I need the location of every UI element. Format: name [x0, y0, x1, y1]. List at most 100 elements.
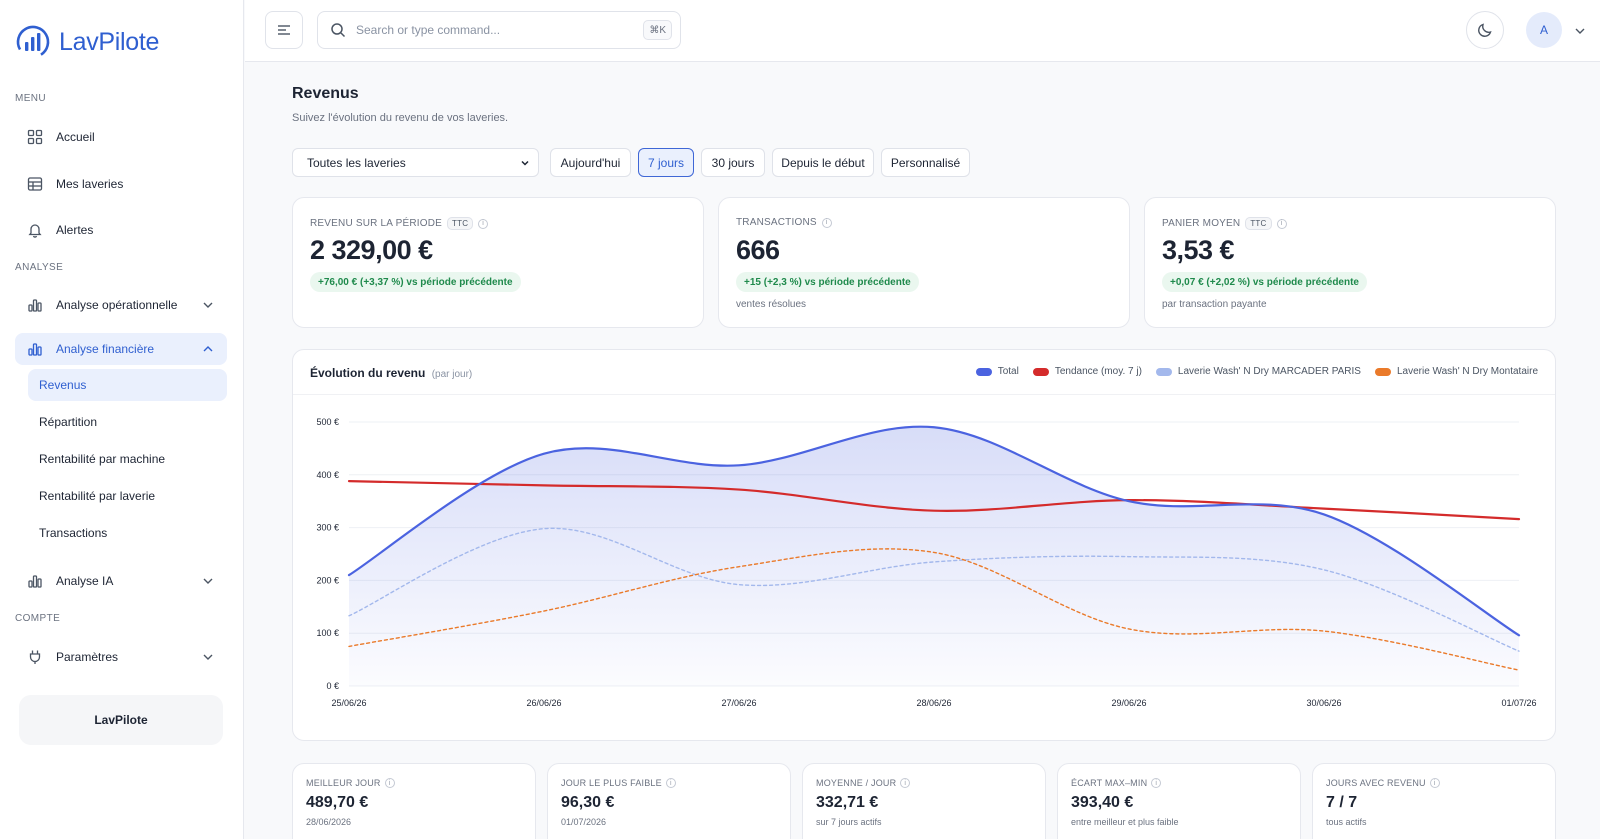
chevron-up-icon [203, 346, 213, 352]
info-icon[interactable]: i [1276, 218, 1287, 229]
table-icon [26, 175, 44, 193]
x-tick-label: 29/06/26 [1111, 698, 1146, 708]
sidebar-item-alertes[interactable]: Alertes [15, 214, 227, 246]
kpi-label-text: PANIER MOYEN [1162, 218, 1241, 229]
section-label-analyse: ANALYSE [15, 262, 64, 273]
info-icon[interactable]: i [1151, 778, 1162, 788]
legend-label: Total [997, 366, 1019, 377]
y-tick-label: 300 € [316, 523, 339, 533]
stat-card-best-day: MEILLEUR JOUR i 489,70 € 28/06/2026 [292, 763, 536, 839]
x-tick-label: 28/06/26 [916, 698, 951, 708]
chart-divider [293, 394, 1555, 395]
chevron-down-icon [203, 654, 213, 660]
sidebar-item-mes-laveries[interactable]: Mes laveries [15, 168, 227, 200]
revenue-chart-card: Évolution du revenu (par jour) Total Ten… [292, 349, 1556, 741]
info-icon[interactable]: i [1429, 778, 1440, 788]
stat-value: 393,40 € [1071, 794, 1134, 811]
info-icon[interactable]: i [665, 778, 676, 788]
legend-item-marcader[interactable]: Laverie Wash' N Dry MARCADER PARIS [1155, 366, 1361, 377]
sidebar-item-analyse-ia[interactable]: Analyse IA [15, 565, 227, 597]
search-input[interactable] [356, 23, 626, 37]
info-icon[interactable]: i [384, 778, 395, 788]
sidebar-subitem-transactions[interactable]: Transactions [39, 526, 108, 540]
kpi-label: REVENU SUR LA PÉRIODE TTC i [310, 217, 489, 230]
search-bar[interactable]: ⌘K [317, 11, 681, 49]
period-today-button[interactable]: Aujourd'hui [550, 148, 631, 177]
theme-toggle-button[interactable] [1466, 11, 1504, 49]
stat-value: 489,70 € [306, 794, 369, 811]
x-tick-label: 27/06/26 [721, 698, 756, 708]
period-7days-button[interactable]: 7 jours [638, 148, 694, 177]
kpi-value: 666 [736, 235, 780, 265]
avatar[interactable]: A [1526, 12, 1562, 48]
chart-title-suffix: (par jour) [431, 369, 473, 380]
bar-chart-icon [26, 572, 44, 590]
menu-toggle-button[interactable] [265, 11, 303, 49]
sidebar-subitem-rentabilite-laverie[interactable]: Rentabilité par laverie [39, 489, 156, 503]
legend-swatch [1374, 367, 1391, 376]
stat-label: MEILLEUR JOUR i [306, 778, 395, 788]
series-area-total [349, 426, 1519, 686]
y-tick-label: 500 € [316, 417, 339, 427]
stat-label-text: JOURS AVEC REVENU [1326, 778, 1426, 788]
info-icon[interactable]: i [478, 218, 489, 229]
kpi-note: ventes résolues [736, 299, 807, 310]
laverie-select-value: Toutes les laveries [307, 155, 406, 170]
kpi-label-text: REVENU SUR LA PÉRIODE [310, 218, 443, 229]
series-line-0 [347, 425, 1521, 637]
revenue-line-chart[interactable]: 0 € 100 € 200 € 300 € 400 € 500 € 25/06/26 26/0… [293, 350, 1557, 742]
sidebar-item-analyse-financiere[interactable]: Analyse financière [15, 333, 227, 365]
legend-swatch [1155, 367, 1172, 376]
period-30days-button[interactable]: 30 jours [701, 148, 765, 177]
stat-label: ÉCART MAX–MIN i [1071, 778, 1162, 788]
sidebar-item-accueil[interactable]: Accueil [15, 121, 227, 153]
sidebar-item-parametres[interactable]: Paramètres [15, 641, 227, 673]
stat-value: 332,71 € [816, 794, 879, 811]
plug-icon [26, 648, 44, 666]
x-tick-label: 30/06/26 [1306, 698, 1341, 708]
sidebar-item-label: Analyse financière [56, 342, 155, 356]
stat-card-days-with-revenue: JOURS AVEC REVENU i 7 / 7 tous actifs [1312, 763, 1556, 839]
chevron-down-icon [203, 302, 213, 308]
moon-icon [1478, 23, 1492, 37]
shortcut-hint: ⌘K [643, 20, 672, 40]
legend-label: Tendance (moy. 7 j) [1054, 366, 1142, 377]
sidebar-item-label: Accueil [56, 130, 95, 144]
sidebar-subitem-repartition[interactable]: Répartition [39, 415, 98, 429]
section-label-menu: MENU [15, 93, 47, 104]
laverie-select[interactable]: Toutes les laveries [292, 148, 539, 177]
chart-title: Évolution du revenu (par jour) [310, 366, 472, 380]
chevron-down-icon[interactable] [1573, 24, 1587, 38]
sidebar-subitem-rentabilite-machine[interactable]: Rentabilité par machine [39, 452, 166, 466]
chevron-down-icon [521, 160, 529, 166]
chevron-down-icon [203, 578, 213, 584]
sidebar-subitem-revenus[interactable]: Revenus [28, 369, 227, 401]
kpi-label-text: TRANSACTIONS [736, 217, 817, 228]
chart-title-text: Évolution du revenu [310, 366, 426, 380]
kpi-label: PANIER MOYEN TTC i [1162, 217, 1287, 230]
x-tick-label: 01/07/26 [1501, 698, 1536, 708]
period-since-start-button[interactable]: Depuis le début [772, 148, 874, 177]
info-icon[interactable]: i [900, 778, 911, 788]
stat-value: 7 / 7 [1326, 794, 1358, 811]
topbar: ⌘K A [245, 0, 1600, 62]
info-icon[interactable]: i [821, 217, 832, 228]
stat-label-text: MEILLEUR JOUR [306, 778, 381, 788]
brand-name: LavPilote [59, 27, 160, 56]
legend-item-tendance[interactable]: Tendance (moy. 7 j) [1032, 366, 1142, 377]
kpi-card-revenue: REVENU SUR LA PÉRIODE TTC i 2 329,00 € +… [292, 197, 704, 328]
sidebar-item-analyse-operationnelle[interactable]: Analyse opérationnelle [15, 289, 227, 321]
series-line-1 [347, 480, 1521, 521]
logo[interactable]: LavPilote [15, 24, 159, 60]
bar-chart-icon [26, 296, 44, 314]
legend-item-montataire[interactable]: Laverie Wash' N Dry Montataire [1374, 366, 1538, 377]
bell-icon [26, 221, 44, 239]
legend-item-total[interactable]: Total [975, 366, 1019, 377]
kpi-note: par transaction payante [1162, 299, 1267, 310]
stat-label: MOYENNE / JOUR i [816, 778, 911, 788]
period-custom-button[interactable]: Personnalisé [881, 148, 970, 177]
ttc-badge: TTC [1245, 217, 1272, 230]
sidebar-item-label: Analyse opérationnelle [56, 298, 178, 312]
stat-note: sur 7 jours actifs [816, 817, 882, 827]
grid-icon [26, 128, 44, 146]
